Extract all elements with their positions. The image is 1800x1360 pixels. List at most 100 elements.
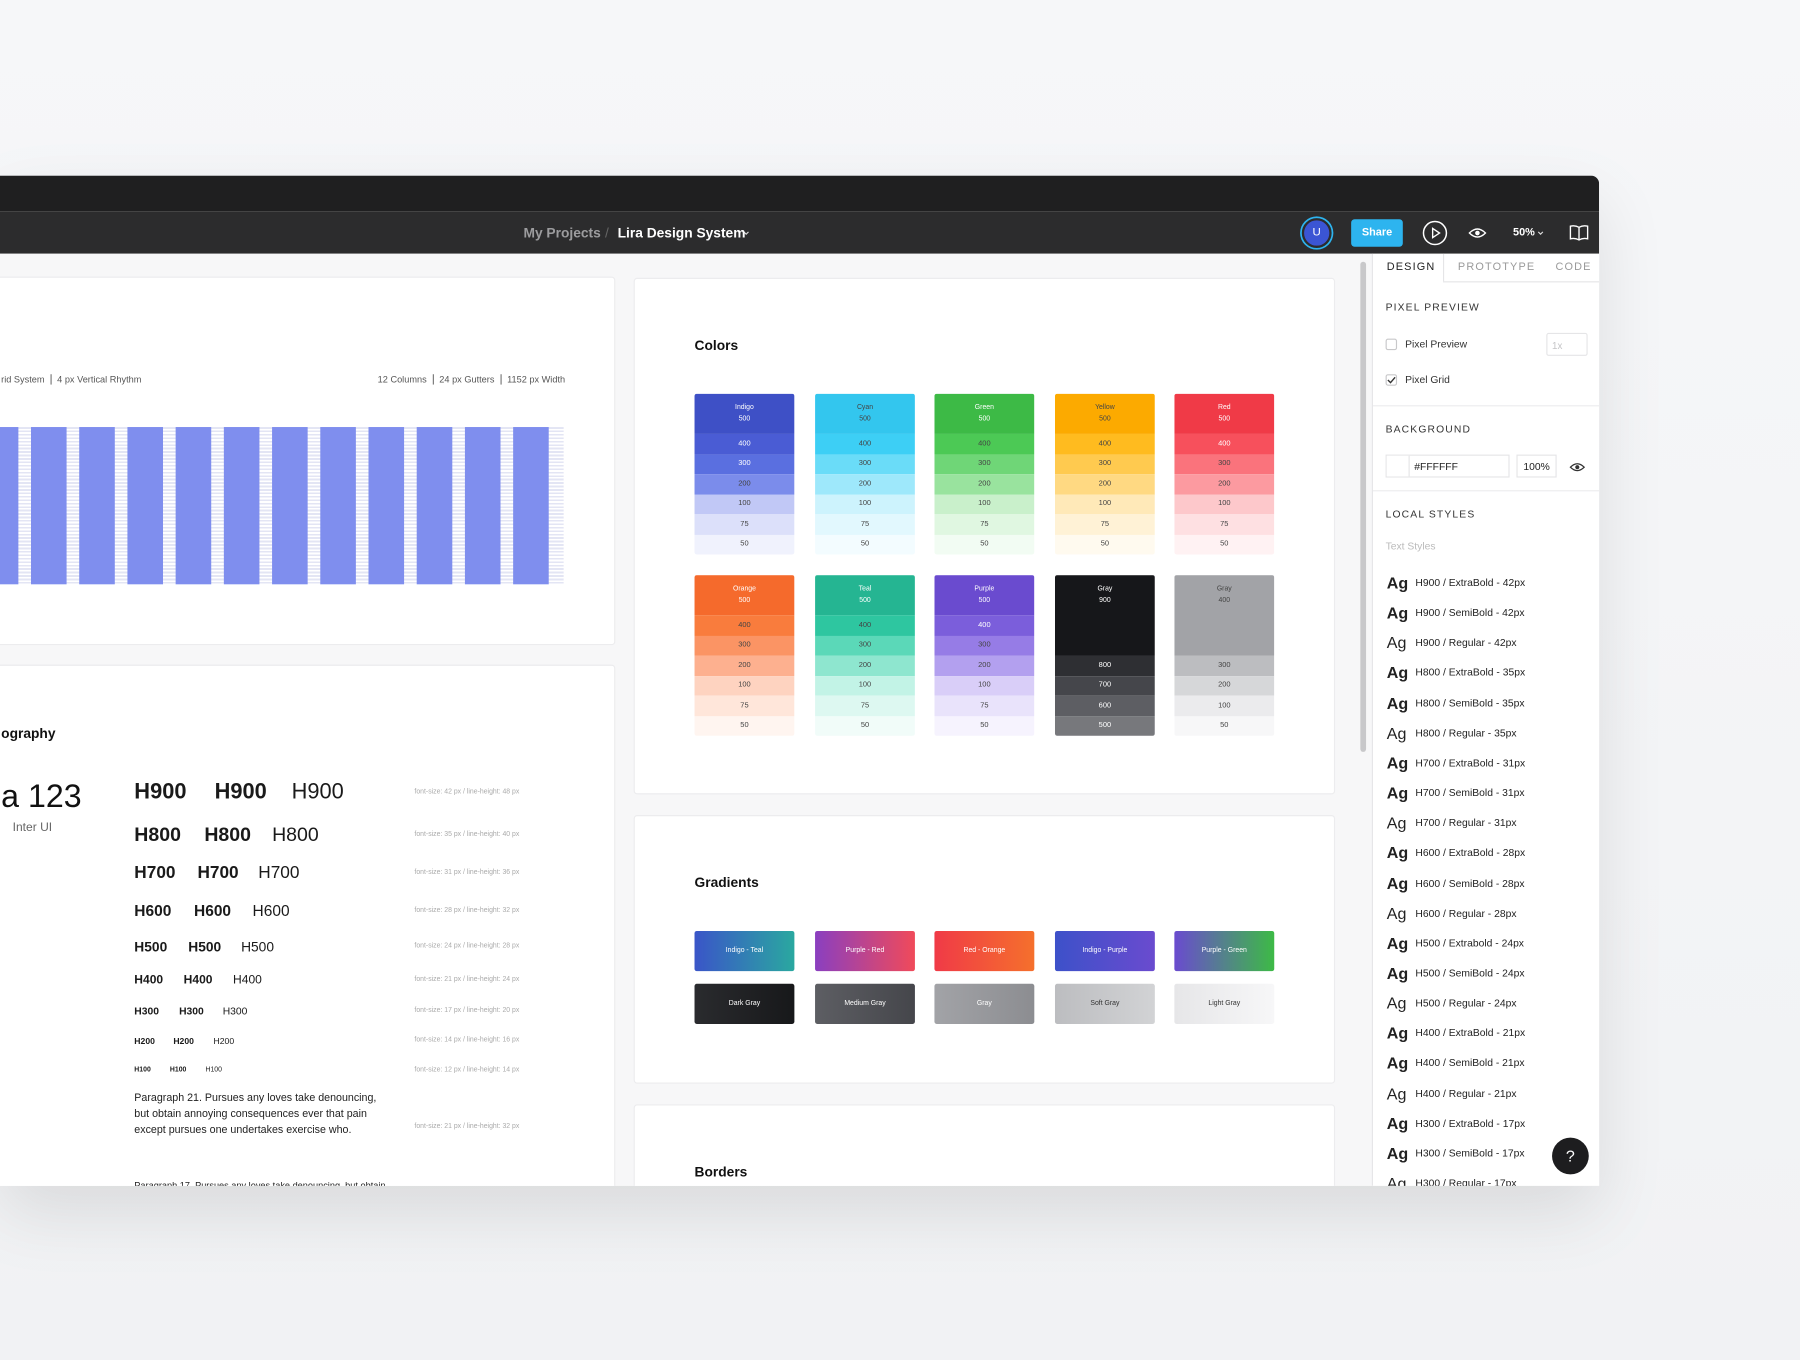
gradient-name: Purple - Green [1201,946,1247,954]
style-sample[interactable]: Ag [1386,1083,1407,1103]
panel-tab[interactable]: DESIGN [1386,260,1436,274]
style-sample[interactable]: Ag [1386,993,1407,1013]
style-name[interactable]: H800 / SemiBold - 35px [1415,697,1525,709]
style-name[interactable]: H500 / SemiBold - 24px [1415,967,1525,979]
canvas: rid System 4 px Vertical Rhythm 12 Columns… [0,253,1372,1186]
swatch-header: Purple 500 [934,575,1035,616]
grid-column [0,427,19,585]
style-name[interactable]: H300 / Regular - 17px [1415,1177,1517,1186]
grid-info-item: 4 px Vertical Rhythm [57,374,142,385]
shade-label: 50 [740,721,749,730]
swatch-name: Orange [732,585,756,593]
style-sample[interactable]: Ag [1386,603,1409,622]
style-name[interactable]: H700 / ExtraBold - 31px [1415,757,1526,769]
style-name[interactable]: H600 / Regular - 28px [1415,907,1517,919]
shade-label: 400 [858,620,872,629]
paragraph-sample: Paragraph 17. Pursues any loves take den… [134,1180,386,1186]
checkbox-label[interactable]: Pixel Grid [1405,373,1450,386]
breadcrumb-link[interactable]: My Projects [523,224,601,241]
style-name[interactable]: H400 / Regular - 21px [1415,1087,1517,1099]
swatch-header: Gray 400 [1174,575,1275,656]
checkbox[interactable] [1385,338,1398,351]
style-sample[interactable]: Ag [1386,663,1409,682]
style-name[interactable]: H900 / SemiBold - 42px [1415,606,1525,619]
style-sample[interactable]: Ag [1386,843,1409,863]
style-sample[interactable]: Ag [1386,903,1407,923]
style-sample[interactable]: Ag [1386,633,1407,652]
style-sample[interactable]: Ag [1386,693,1409,712]
style-name[interactable]: H400 / ExtraBold - 21px [1415,1027,1526,1039]
panel-tab[interactable]: PROTOTYPE [1457,260,1536,274]
section-title: PIXEL PREVIEW [1385,301,1480,313]
shade-row: 200 [815,655,915,676]
zoom-level[interactable]: 50% [1513,226,1535,240]
play-button[interactable] [1421,219,1449,247]
style-sample[interactable]: Ag [1386,573,1409,592]
checkbox-label[interactable]: Pixel Preview [1405,338,1468,350]
heading-sample: H700 [134,863,176,883]
file-name[interactable]: Lira Design System [617,224,746,241]
title-bar [0,175,1600,212]
style-name[interactable]: H700 / Regular - 31px [1415,817,1517,829]
shade-label: 100 [978,499,991,508]
style-name[interactable]: H500 / Extrabold - 24px [1415,937,1524,949]
shade-row: 400 [694,615,795,636]
swatch-header: Red 500 [1174,393,1275,434]
style-name[interactable]: H900 / ExtraBold - 42px [1415,576,1526,589]
style-sample[interactable]: Ag [1386,933,1409,953]
share-button[interactable]: Share [1351,219,1403,247]
shade-row: 400 [815,433,915,455]
style-name[interactable]: H400 / SemiBold - 21px [1415,1057,1525,1069]
style-sample[interactable]: Ag [1386,753,1409,772]
scrollbar[interactable] [1360,261,1367,752]
shade-row: 300 [934,635,1035,656]
style-name[interactable]: H800 / ExtraBold - 35px [1415,667,1526,679]
style-sample[interactable]: Ag [1386,813,1407,833]
style-name[interactable]: H600 / SemiBold - 28px [1415,877,1525,889]
separator [432,374,434,385]
style-sample[interactable]: Ag [1386,963,1409,983]
style-name[interactable]: H800 / Regular - 35px [1415,727,1517,739]
avatar[interactable]: U [1301,218,1332,248]
style-sample[interactable]: Ag [1386,1173,1407,1186]
shade-row: 800 [1054,655,1155,676]
style-sample[interactable]: Ag [1386,873,1409,893]
style-name[interactable]: H500 / Regular - 24px [1415,997,1517,1009]
shade-row: 200 [815,474,915,495]
style-name[interactable]: H300 / ExtraBold - 17px [1415,1117,1526,1129]
style-sample[interactable]: Ag [1386,1143,1409,1163]
paragraph-sample: Paragraph 21. Pursues any loves take den… [134,1091,377,1136]
library-icon[interactable] [1569,224,1589,241]
style-name[interactable]: H700 / SemiBold - 31px [1415,787,1525,799]
grid-column [416,427,453,585]
style-name[interactable]: H600 / ExtraBold - 28px [1415,847,1526,859]
scale-select[interactable]: 1x [1546,332,1588,356]
gradient-swatch: Dark Gray [694,983,795,1024]
heading-sample: H600 [194,902,232,920]
visibility-toggle[interactable] [1569,459,1586,473]
style-sample[interactable]: Ag [1386,783,1409,803]
heading-sample: H900 [291,780,344,805]
color-input[interactable]: #FFFFFF [1385,454,1510,478]
swatch-name: Purple [974,585,995,593]
style-sample[interactable]: Ag [1386,723,1407,742]
style-name[interactable]: H900 / Regular - 42px [1415,637,1517,649]
style-name[interactable]: H300 / SemiBold - 17px [1415,1147,1525,1159]
style-sample[interactable]: Ag [1386,1113,1409,1133]
style-sample[interactable]: Ag [1386,1053,1409,1073]
preview-icon[interactable] [1468,225,1487,241]
shade-row: 100 [934,675,1035,696]
swatch-name: Red [1217,404,1231,412]
shade-label: 300 [1218,459,1231,468]
gradient-name: Gray [976,999,992,1007]
opacity-input[interactable]: 100% [1516,454,1557,478]
checkbox[interactable] [1385,374,1398,386]
panel-tab[interactable]: CODE [1555,260,1592,274]
style-sample[interactable]: Ag [1386,1023,1409,1043]
shade-row: 300 [934,454,1035,475]
shade-label: 500 [978,416,991,423]
heading-sample: H500 [188,938,222,955]
shade-label: 50 [860,721,870,730]
help-button[interactable]: ? [1552,1137,1589,1175]
shade-label: 75 [860,519,870,528]
